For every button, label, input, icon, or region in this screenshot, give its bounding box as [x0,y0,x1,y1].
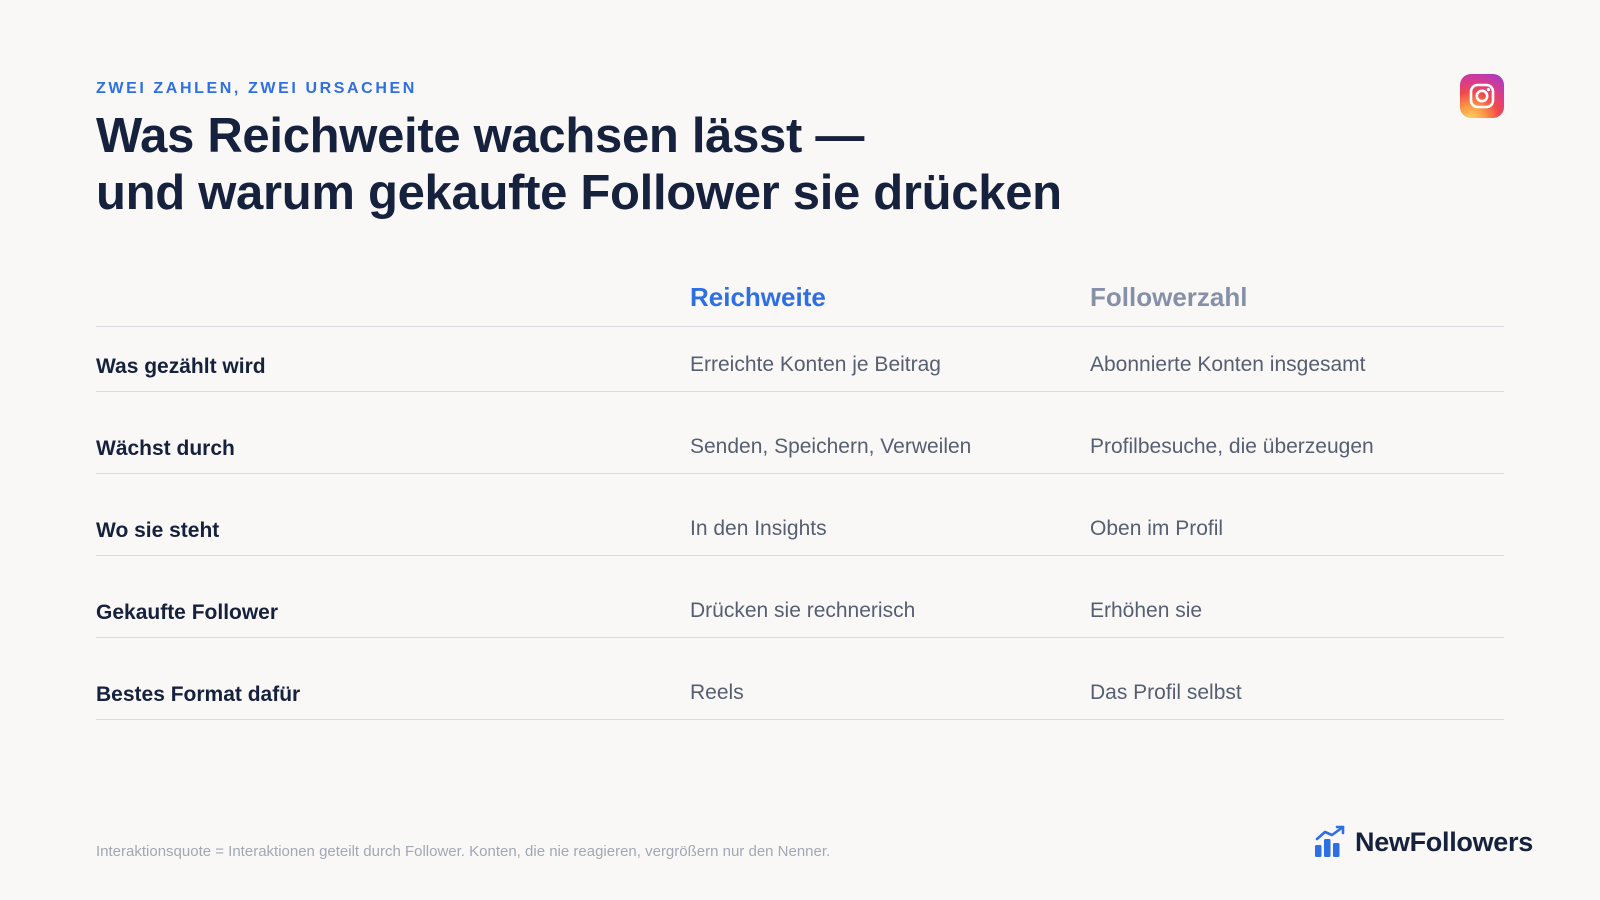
followers-cell: Abonnierte Konten insgesamt [1090,353,1366,376]
followers-cell: Erhöhen sie [1090,599,1203,622]
table-row: Was gezählt wird Erreichte Konten je Bei… [96,327,1504,392]
footnote: Interaktionsquote = Interaktionen geteil… [96,843,831,860]
reach-cell: Reels [690,681,744,704]
row-label: Wo sie steht [96,519,220,542]
reach-cell: Senden, Speichern, Verweilen [690,435,972,458]
reach-cell: Drücken sie rechnerisch [690,599,916,622]
title-line-1: Was Reichweite wachsen lässt — [96,109,865,163]
reach-cell: In den Insights [690,517,827,540]
eyebrow-label: ZWEI ZAHLEN, ZWEI URSACHEN [96,80,417,97]
reach-cell: Erreichte Konten je Beitrag [690,353,941,376]
followers-cell: Profilbesuche, die überzeugen [1090,435,1374,458]
followers-cell: Das Profil selbst [1090,681,1242,704]
comparison-table: Reichweite Followerzahl Was gezählt wird… [96,270,1504,720]
instagram-icon [1460,74,1504,118]
row-label: Gekaufte Follower [96,601,279,624]
growth-chart-icon [1315,825,1345,857]
table-row: Gekaufte Follower Drücken sie rechnerisc… [96,556,1504,638]
table-header: Reichweite Followerzahl [96,270,1504,327]
row-label: Was gezählt wird [96,355,266,378]
row-label: Bestes Format dafür [96,683,301,706]
title-line-2: und warum gekaufte Follower sie drücken [96,166,1062,220]
brand-name: NewFollowers [1355,827,1533,857]
column-header-followers: Followerzahl [1090,282,1248,312]
table-row: Bestes Format dafür Reels Das Profil sel… [96,638,1504,720]
followers-cell: Oben im Profil [1090,517,1224,540]
row-label: Wächst durch [96,437,235,460]
page-title: Was Reichweite wachsen lässt — und warum… [96,108,1062,222]
table-row: Wo sie steht In den Insights Oben im Pro… [96,474,1504,556]
column-header-reach: Reichweite [690,282,826,312]
table-row: Wächst durch Senden, Speichern, Verweile… [96,392,1504,474]
